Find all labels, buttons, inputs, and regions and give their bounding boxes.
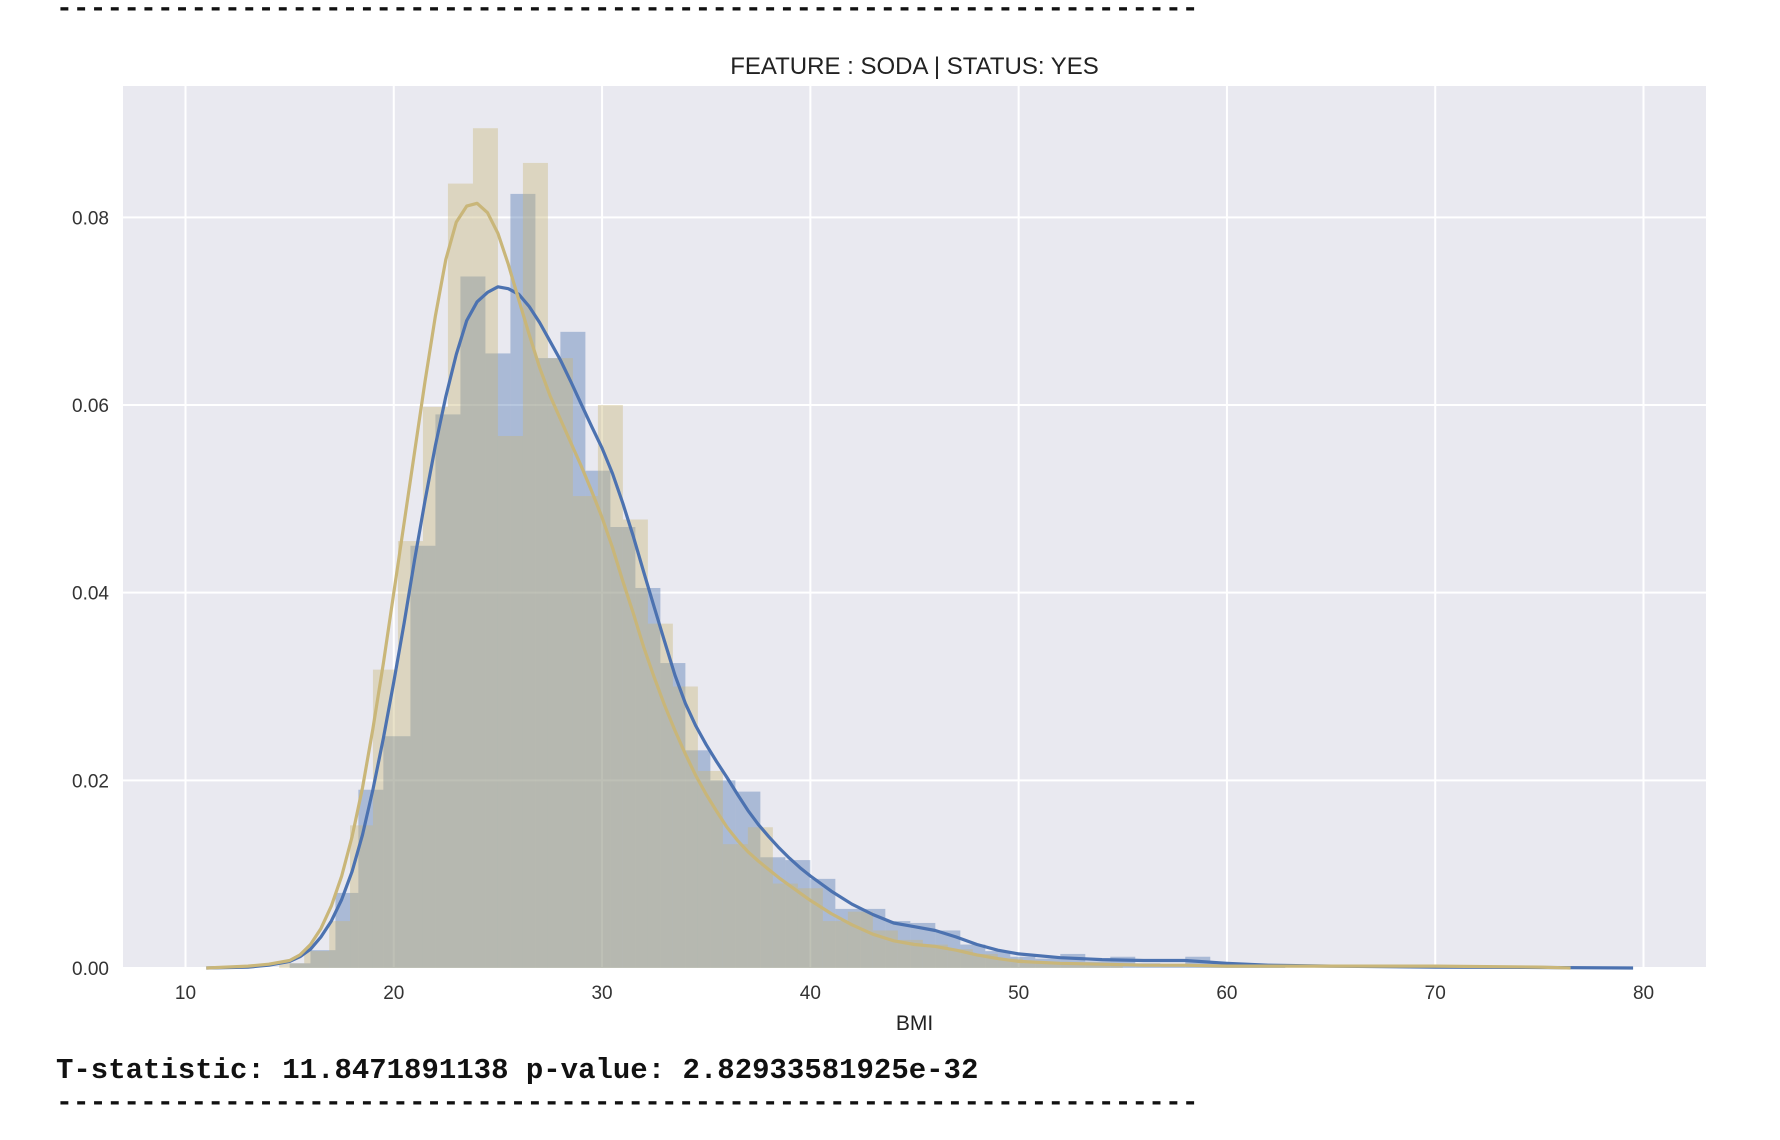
histogram-bar [560,331,586,968]
t-test-result: T-statistic: 11.8471891138 p-value: 2.82… [56,1054,979,1087]
histogram-bar [304,951,330,968]
histogram-bar [485,353,511,968]
histogram-bar [522,162,548,968]
console-separator-top: ----------------------------------------… [56,0,1199,25]
histogram-bar [960,944,986,968]
histogram-bar [572,496,598,968]
kde-curves [206,201,1634,970]
x-tick-label: 30 [591,983,612,1004]
histogram-bar [597,405,623,969]
histogram-bar [997,958,1023,968]
histogram-bar [722,844,748,968]
x-tick-label: 60 [1216,983,1237,1004]
histogram-bar [785,860,811,968]
histogram-bar [397,541,423,968]
y-tick-label: 0.04 [72,584,109,605]
histogram-bar [383,736,411,968]
histogram-bar [685,750,711,968]
histogram-bar [660,663,686,968]
histogram-bar [822,921,848,968]
x-tick-label: 70 [1425,983,1446,1004]
x-tick-label: 40 [800,983,821,1004]
histogram-bar [435,414,461,968]
console-separator-bottom: ----------------------------------------… [56,1088,1199,1119]
histogram-bar [922,944,948,968]
histogram-bar [1022,963,1123,968]
histogram-bar [460,276,486,968]
histogram-bar [622,519,648,968]
plot-area [123,86,1706,968]
y-tick-label: 0.02 [72,771,109,792]
histogram-bar [610,527,636,968]
histogram-bar [1110,956,1136,968]
histogram-bar [510,193,536,969]
histogram-bar [350,825,373,968]
x-axis-label: BMI [896,1012,933,1035]
y-tick-label: 0.08 [72,208,109,229]
x-tick-label: 80 [1633,983,1654,1004]
histogram-bar [335,892,359,968]
histogram-bar [547,358,573,968]
histogram-bar [410,545,436,968]
axis-ticks: 10 20 30 40 50 60 70 80 0.00 0.02 0.04 0.06 0.08 [72,208,1654,1004]
histogram-bar [447,183,473,968]
histogram-bar [310,950,336,968]
histogram-bar [279,963,305,968]
y-tick-label: 0.00 [72,959,109,980]
histogram-bar [772,883,798,968]
histogram-bar [847,911,873,968]
histogram-bar [710,780,736,968]
chart-title: FEATURE : SODA | STATUS: YES [730,53,1099,80]
histogram-bar [472,128,498,969]
histogram-bar [635,587,661,968]
histogram-bar [760,857,786,968]
kde-line-series-1 [206,285,1634,970]
x-tick-label: 50 [1008,983,1029,1004]
kde-line-series-2 [206,201,1571,970]
histogram-bar [289,963,311,968]
x-tick-label: 10 [175,983,196,1004]
x-tick-label: 20 [383,983,404,1004]
histogram-bar [535,358,561,968]
histogram-bar [647,623,673,968]
histogram-bar [497,435,523,968]
y-tick-label: 0.06 [72,396,109,417]
histogram-bar [329,921,351,968]
grid-lines [123,86,1706,969]
histogram-series-1 [289,193,1286,969]
histogram-bar [422,406,448,969]
histogram-bar [672,686,698,968]
histogram-bar [585,470,611,968]
histogram-bar [810,878,836,968]
histogram-bar [358,789,384,968]
histogram-bar [747,827,773,968]
